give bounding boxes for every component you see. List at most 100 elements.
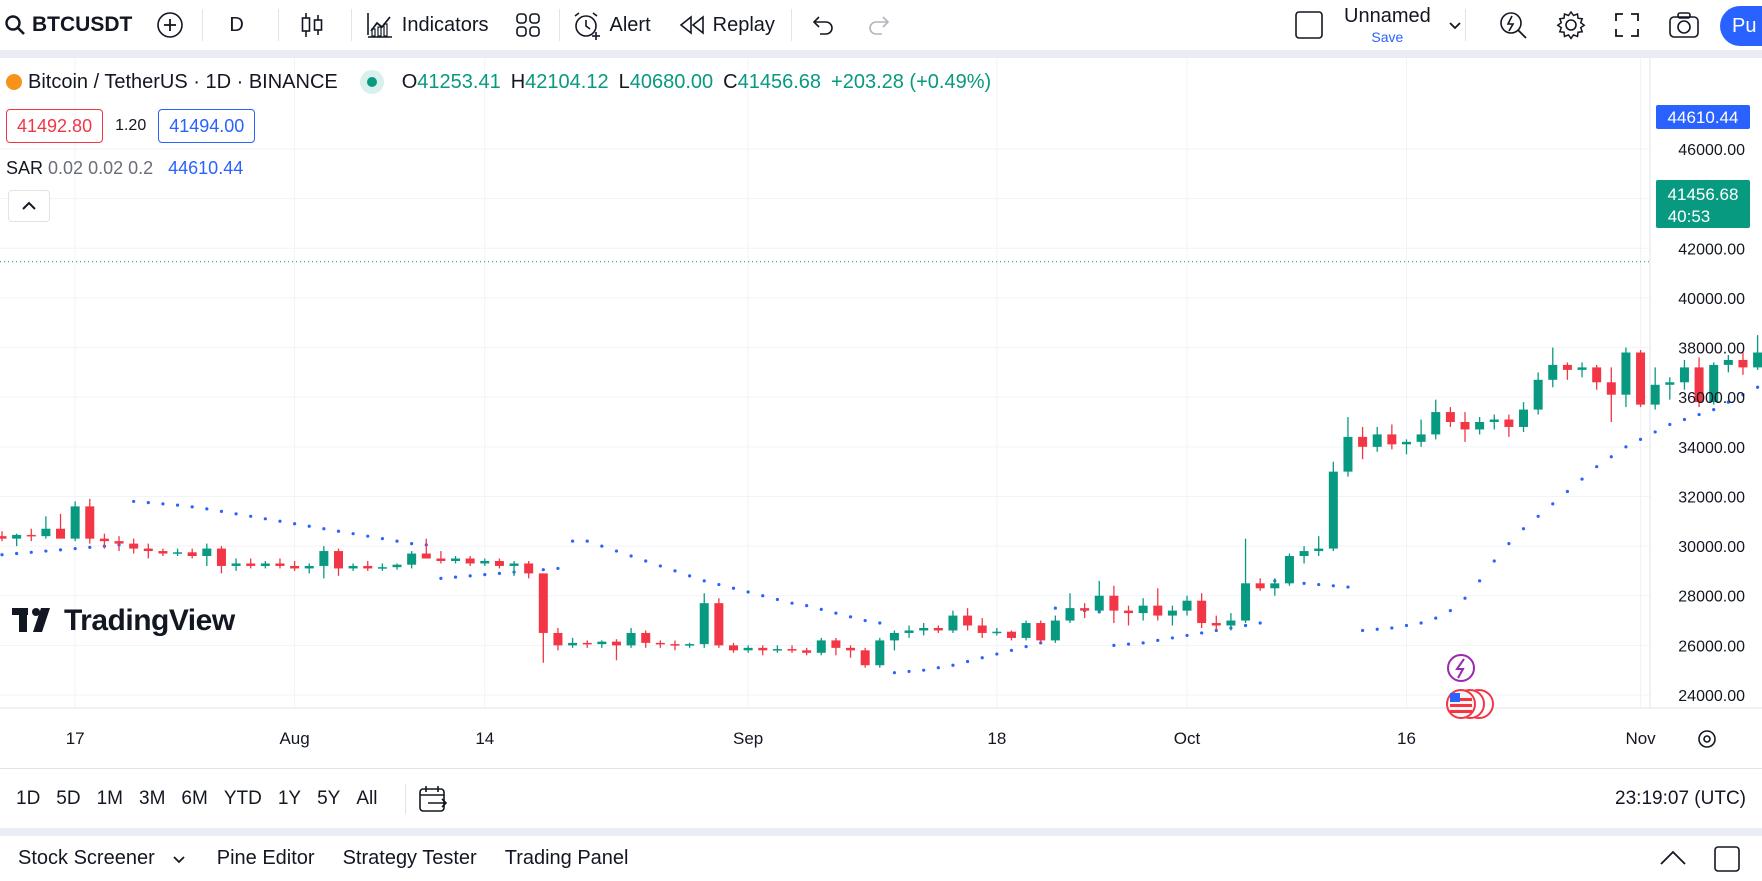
candle (846, 645, 856, 658)
alert-button[interactable]: Alert (572, 0, 651, 50)
compare-symbol-button[interactable] (156, 0, 184, 50)
candle (1124, 605, 1134, 626)
range-button-1y[interactable]: 1Y (277, 787, 302, 809)
interval-button[interactable]: D (229, 0, 243, 50)
lightning-event-marker[interactable] (1447, 654, 1475, 682)
settings-button[interactable] (1556, 0, 1586, 50)
candle (1284, 553, 1294, 586)
candle (1358, 426, 1368, 460)
range-button-5y[interactable]: 5Y (317, 787, 341, 809)
redo-button[interactable] (866, 0, 892, 50)
candle (85, 498, 95, 544)
sar-name: SAR (6, 158, 44, 178)
sell-button[interactable]: 41492.80 (6, 109, 104, 143)
candle-body (1431, 412, 1441, 435)
undo-button[interactable] (810, 0, 836, 50)
goto-date-button[interactable] (418, 785, 448, 813)
layout-checkbox[interactable] (1294, 0, 1324, 50)
price-axis[interactable]: 24000.00 26000.00 28000.00 30000.00 32000.00… (1678, 142, 1745, 705)
candle-body (904, 630, 914, 633)
time-axis[interactable]: 17Aug14Sep18Oct16Nov14Dec18202 (66, 729, 1762, 748)
economic-events-flag-icon[interactable] (1446, 689, 1494, 719)
rewind-icon (679, 15, 704, 35)
candle-body (889, 632, 899, 641)
price-tick-label: 24000.00 (1678, 688, 1745, 705)
templates-button[interactable] (515, 0, 541, 50)
candle-body (260, 563, 270, 566)
stock-screener-label: Stock Screener (18, 847, 155, 869)
time-tick-label: Nov (1625, 729, 1656, 748)
sar-point (439, 576, 443, 580)
candle (1065, 593, 1075, 624)
candle-body (1372, 434, 1382, 447)
maximize-panel-button[interactable] (1712, 844, 1742, 879)
candle (1182, 595, 1192, 616)
indicators-button[interactable]: Indicators (366, 0, 489, 50)
sar-point (453, 575, 458, 579)
candle-body (56, 528, 66, 539)
replay-button[interactable]: Replay (679, 0, 775, 50)
candle (1636, 350, 1646, 408)
utc-clock[interactable]: 23:19:07 (UTC) (1615, 769, 1746, 829)
candle-body (743, 647, 753, 651)
range-button-5d[interactable]: 5D (56, 787, 81, 809)
axis-settings-icon[interactable] (1698, 730, 1716, 748)
chart-pane[interactable]: 24000.00 26000.00 28000.00 30000.00 32000.00… (0, 58, 1762, 768)
range-button-1d[interactable]: 1D (16, 787, 41, 809)
candle-body (597, 641, 607, 645)
sar-point (1507, 542, 1511, 546)
publish-button[interactable]: Pu (1720, 6, 1762, 46)
candle (304, 563, 314, 574)
range-button-ytd[interactable]: YTD (223, 787, 262, 809)
collapse-legend-button[interactable] (8, 190, 50, 222)
quick-search-button[interactable] (1498, 0, 1528, 50)
candle (1475, 417, 1485, 435)
tab-strategy-tester[interactable]: Strategy Tester (343, 847, 477, 870)
candle (246, 558, 256, 569)
layout-name-button[interactable]: Unnamed Save (1344, 0, 1465, 50)
sar-point (936, 666, 940, 670)
range-button-all[interactable]: All (356, 787, 378, 809)
chart-type-button[interactable] (299, 0, 325, 50)
candle-body (1241, 583, 1251, 621)
sar-point (834, 611, 838, 615)
sar-point (44, 549, 48, 553)
expand-panel-button[interactable] (1658, 848, 1688, 873)
sar-point (1141, 641, 1145, 645)
tab-pine-editor[interactable]: Pine Editor (217, 847, 315, 870)
tab-stock-screener[interactable]: Stock Screener (18, 847, 189, 870)
sar-point (922, 668, 926, 672)
candle (1621, 347, 1631, 408)
range-button-3m[interactable]: 3M (139, 787, 166, 809)
price-tick-label: 32000.00 (1678, 489, 1745, 506)
snapshot-button[interactable] (1668, 0, 1700, 50)
fullscreen-button[interactable] (1614, 0, 1640, 50)
candle-body (992, 631, 1002, 634)
sar-point (1682, 417, 1687, 422)
candle-body (1504, 419, 1514, 427)
tab-trading-panel[interactable]: Trading Panel (505, 847, 629, 870)
candle-body (85, 506, 95, 539)
last-price-tag: 41456.68 40:53 (1656, 180, 1750, 228)
sar-indicator-legend[interactable]: SAR 0.02 0.02 0.2 44610.44 (6, 158, 243, 179)
candle-body (275, 563, 285, 566)
candle (1211, 615, 1221, 631)
candle (480, 558, 490, 566)
tradingview-watermark[interactable]: TradingView (12, 604, 235, 638)
range-button-6m[interactable]: 6M (181, 787, 208, 809)
candle (41, 516, 51, 539)
price-chart[interactable]: 24000.00 26000.00 28000.00 30000.00 32000.00… (0, 58, 1762, 768)
buy-button[interactable]: 41494.00 (158, 109, 256, 143)
sar-point (336, 529, 341, 533)
range-button-1m[interactable]: 1M (96, 787, 123, 809)
range-separator (405, 783, 407, 814)
price-tick-label: 34000.00 (1678, 440, 1745, 457)
candle (1738, 352, 1748, 375)
sar-point (1638, 437, 1643, 441)
symbol-search[interactable]: BTCUSDT (4, 0, 132, 50)
candle (1592, 364, 1602, 390)
candle (831, 637, 841, 656)
candle-body (0, 536, 7, 539)
candle (729, 642, 738, 653)
symbol-legend[interactable]: Bitcoin / TetherUS · 1D · BINANCE O 41253… (6, 70, 991, 94)
